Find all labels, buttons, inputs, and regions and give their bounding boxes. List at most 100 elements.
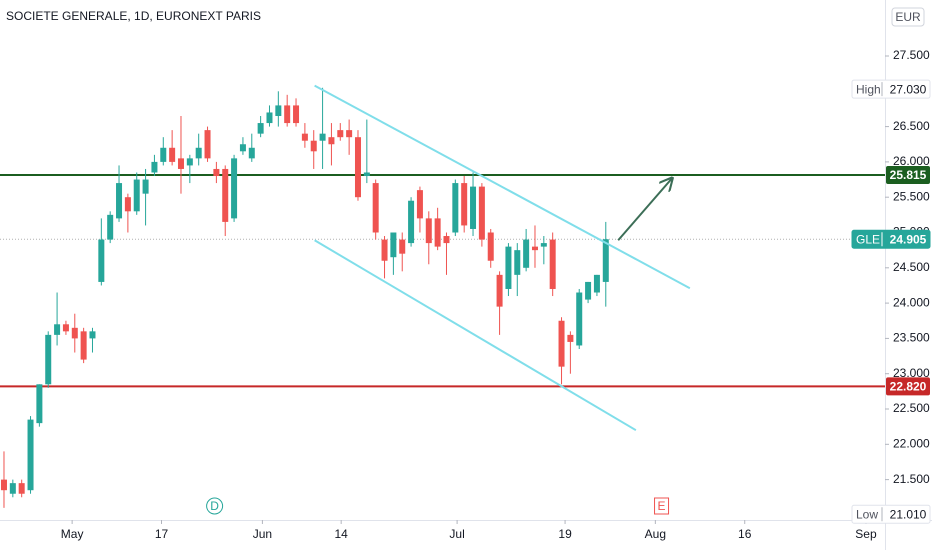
- y-tick-label: 25.500: [893, 189, 930, 203]
- candle-body: [319, 133, 326, 141]
- candle-body: [231, 158, 238, 219]
- candle-body: [133, 179, 140, 212]
- price-label-box: [851, 79, 931, 99]
- y-tick-label: 24.500: [893, 260, 930, 274]
- y-tick-label: 26.000: [893, 154, 930, 168]
- candle-body: [593, 274, 600, 293]
- candle-body: [576, 292, 583, 346]
- candle-body: [470, 186, 477, 229]
- y-tick-label: 21.500: [893, 472, 930, 486]
- candle-body: [505, 246, 512, 289]
- candle-body: [257, 123, 264, 134]
- trendline: [314, 84, 691, 290]
- price-label-value: 21.010: [890, 507, 927, 521]
- event-label: E: [658, 499, 666, 513]
- x-tick-label: Jun: [253, 527, 272, 541]
- candle-body: [478, 186, 485, 240]
- candle-body: [416, 190, 423, 219]
- candle-body: [169, 147, 176, 162]
- price-label-name: High: [856, 82, 881, 96]
- candle-body: [381, 239, 388, 261]
- y-tick-label: 27.500: [893, 48, 930, 62]
- candle-body: [531, 246, 538, 251]
- candle-body: [310, 140, 317, 152]
- currency-label: EUR: [895, 10, 921, 24]
- candle-body: [337, 130, 344, 138]
- candle-body: [461, 183, 468, 226]
- candle-body: [186, 158, 193, 166]
- candle-body: [195, 147, 202, 159]
- x-tick-label: Sep: [855, 527, 877, 541]
- level-label-box: [886, 377, 930, 396]
- x-tick-label: May: [61, 527, 84, 541]
- candle-body: [116, 183, 123, 219]
- candle-body: [71, 327, 78, 339]
- x-tick-label: 16: [738, 527, 752, 541]
- level-label-box: [886, 165, 930, 184]
- y-tick-label: 23.500: [893, 331, 930, 345]
- candle-body: [27, 419, 34, 491]
- candle-body: [425, 218, 432, 244]
- candle-body: [443, 236, 450, 244]
- candle-body: [177, 158, 184, 169]
- candle-body: [142, 179, 149, 194]
- candle-body: [0, 479, 7, 491]
- candle-body: [107, 214, 114, 240]
- candle-body: [151, 161, 158, 173]
- x-tick-label: 17: [155, 527, 169, 541]
- event-marker: [206, 497, 224, 515]
- y-tick-label: 22.500: [893, 401, 930, 415]
- price-label-box: [851, 504, 931, 524]
- candle-body: [62, 324, 69, 332]
- candle-body: [18, 483, 25, 494]
- candle-body: [602, 239, 609, 282]
- candle-body: [567, 334, 574, 342]
- candle-body: [301, 133, 308, 141]
- candle-body: [514, 250, 521, 275]
- level-label: 22.820: [890, 380, 927, 394]
- candle-body: [160, 147, 167, 162]
- candle-body: [204, 130, 211, 159]
- candle-body: [558, 320, 565, 367]
- candle-body: [275, 105, 282, 117]
- candle-body: [354, 137, 361, 198]
- x-tick-label: 19: [558, 527, 572, 541]
- x-tick-label: Jul: [449, 527, 464, 541]
- x-tick-label: 14: [334, 527, 348, 541]
- level-label: 25.815: [890, 168, 927, 182]
- candle-body: [372, 183, 379, 233]
- candle-body: [293, 105, 300, 124]
- candle-body: [80, 331, 87, 360]
- candle-body: [408, 200, 415, 244]
- candle-body: [399, 239, 406, 254]
- candle-body: [585, 281, 592, 300]
- event-label: D: [210, 499, 219, 513]
- event-marker: [654, 497, 670, 515]
- candle-body: [239, 144, 246, 152]
- candle-body: [346, 130, 353, 138]
- candle-body: [434, 218, 441, 247]
- candle-body: [284, 105, 291, 124]
- candle-body: [98, 239, 105, 282]
- y-tick-label: 22.000: [893, 436, 930, 450]
- candle-body: [487, 232, 494, 261]
- candle-body: [9, 483, 16, 494]
- price-label-name: GLE: [856, 232, 880, 246]
- candle-body: [54, 324, 61, 335]
- candle-body: [363, 172, 370, 177]
- candle-body: [540, 243, 547, 247]
- candle-body: [36, 384, 43, 424]
- candle-body: [452, 183, 459, 233]
- price-label-value: 27.030: [890, 82, 927, 96]
- trendline: [617, 178, 672, 241]
- candle-body: [213, 168, 220, 177]
- candle-body: [523, 239, 530, 268]
- candle-body: [390, 232, 397, 258]
- price-label-name: Low: [856, 507, 878, 521]
- y-tick-label: 24.000: [893, 295, 930, 309]
- x-tick-label: Aug: [645, 527, 666, 541]
- y-tick-label: 26.500: [893, 119, 930, 133]
- candle-body: [328, 137, 335, 145]
